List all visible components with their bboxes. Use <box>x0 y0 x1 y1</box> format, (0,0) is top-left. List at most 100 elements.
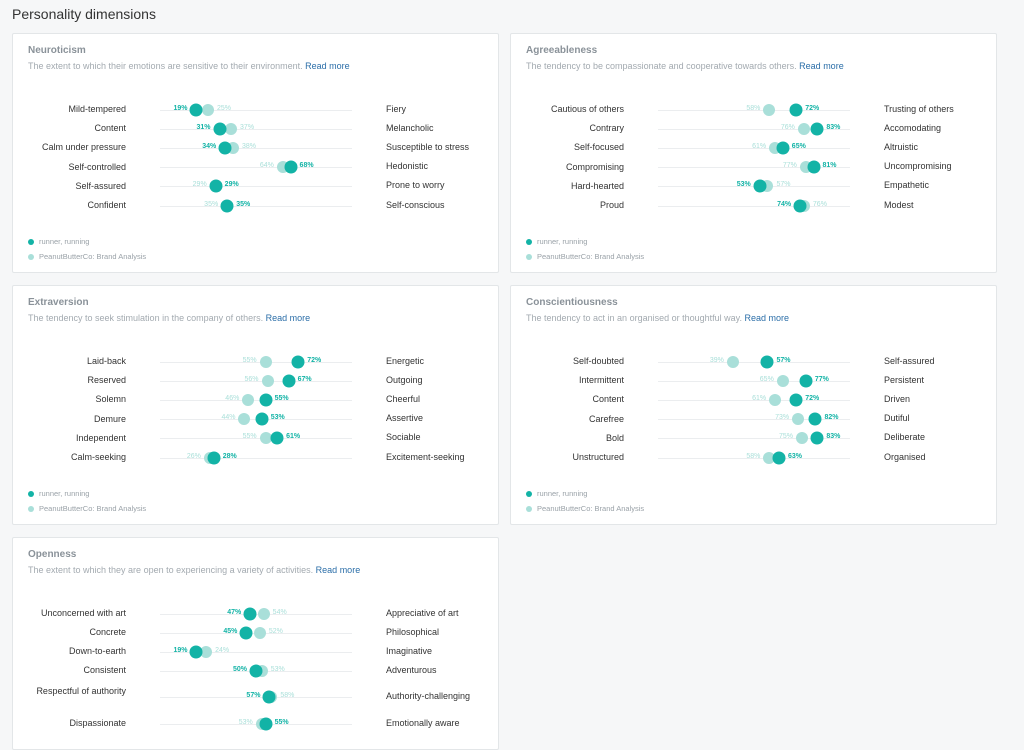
description-text: The tendency to seek stimulation in the … <box>28 313 266 323</box>
trait-left-label: Down-to-earth <box>68 646 126 656</box>
legend-secondary-swatch <box>28 254 34 261</box>
secondary-value: 64% <box>259 162 274 170</box>
legend-secondary-label: PeanutButterCo: Brand Analysis <box>537 504 645 513</box>
secondary-value: 26% <box>186 452 201 460</box>
trait-row: Cautious of others Trusting of others 72% 5… <box>511 100 996 119</box>
card-openness: Openness The extent to which they are ope… <box>12 537 499 750</box>
trait-left-label: Mild-tempered <box>68 104 126 115</box>
trait-track <box>658 399 850 401</box>
read-more-link[interactable]: Read more <box>305 61 350 71</box>
primary-marker <box>772 451 786 465</box>
secondary-marker <box>242 393 255 406</box>
read-more-link[interactable]: Read more <box>799 61 844 71</box>
trait-track <box>160 380 352 382</box>
secondary-marker <box>763 103 776 116</box>
primary-marker <box>789 393 803 407</box>
trait-left-label: Contrary <box>589 123 624 134</box>
primary-value: 19% <box>173 646 188 654</box>
trait-right-label: Deliberate <box>884 432 926 443</box>
trait-track <box>658 361 850 363</box>
trait-right-label: Appreciative of art <box>386 607 459 618</box>
trait-right-label: Trusting of others <box>884 103 954 114</box>
primary-marker <box>793 199 807 213</box>
trait-track <box>160 697 352 698</box>
trait-row: Independent Sociable 61% 55% <box>13 429 498 448</box>
primary-marker <box>207 451 221 465</box>
trait-row: Respectful of authority Authority-challen… <box>13 680 498 714</box>
primary-marker <box>753 179 767 193</box>
card-title: Openness <box>28 549 77 560</box>
trait-left-label: Unstructured <box>572 452 624 463</box>
primary-marker <box>259 393 273 407</box>
secondary-marker <box>796 432 808 445</box>
secondary-marker <box>238 413 251 426</box>
secondary-value: 61% <box>752 142 767 150</box>
trait-left-label: Reserved <box>87 375 126 386</box>
secondary-value: 35% <box>204 200 219 208</box>
trait-row: Laid-back Energetic 72% 55% <box>13 352 498 371</box>
trait-left-label: Demure <box>93 413 126 424</box>
trait-track <box>160 167 352 169</box>
secondary-marker <box>202 103 214 116</box>
description-text: The tendency to be compassionate and coo… <box>526 61 800 71</box>
secondary-value: 39% <box>709 356 724 364</box>
primary-value: 19% <box>173 104 188 112</box>
primary-value: 47% <box>227 608 242 616</box>
primary-marker <box>810 431 824 445</box>
trait-right-label: Emotionally aware <box>386 717 460 728</box>
secondary-value: 55% <box>242 356 257 364</box>
secondary-value: 54% <box>272 608 287 616</box>
description-text: The tendency to act in an organised or t… <box>526 313 745 323</box>
page-title: Personality dimensions <box>12 6 156 22</box>
primary-value: 31% <box>196 123 211 131</box>
legend-secondary-label: PeanutButterCo: Brand Analysis <box>537 252 645 261</box>
primary-value: 82% <box>824 414 839 422</box>
read-more-link[interactable]: Read more <box>265 313 311 323</box>
legend-secondary-label: PeanutButterCo: Brand Analysis <box>39 504 147 513</box>
primary-marker <box>270 431 284 445</box>
secondary-value: 76% <box>812 200 827 208</box>
secondary-marker <box>763 451 776 464</box>
primary-value: 61% <box>286 433 301 441</box>
secondary-value: 77% <box>782 162 797 170</box>
primary-marker <box>243 607 257 620</box>
primary-value: 63% <box>787 452 802 460</box>
trait-left-label: Respectful of authority <box>36 686 126 696</box>
trait-track <box>658 128 850 130</box>
read-more-link[interactable]: Read more <box>315 565 361 575</box>
card-title: Extraversion <box>28 297 89 308</box>
legend-primary: runner, running <box>526 237 587 246</box>
primary-marker <box>776 141 790 155</box>
trait-track <box>160 457 352 459</box>
primary-value: 77% <box>814 375 829 383</box>
read-more-link[interactable]: Read more <box>744 313 790 323</box>
primary-value: 29% <box>224 181 239 189</box>
trait-right-label: Philosophical <box>386 626 440 637</box>
primary-value: 34% <box>202 142 217 150</box>
primary-value: 81% <box>822 162 837 170</box>
secondary-value: 55% <box>242 433 257 441</box>
primary-value: 83% <box>826 433 841 441</box>
trait-left-label: Compromising <box>565 161 624 172</box>
trait-right-label: Hedonistic <box>386 161 429 172</box>
trait-track <box>658 380 850 382</box>
secondary-value: 76% <box>780 123 795 131</box>
secondary-marker <box>261 374 274 387</box>
trait-left-label: Self-controlled <box>68 161 126 172</box>
primary-value: 68% <box>299 162 314 170</box>
trait-left-label: Content <box>592 394 624 405</box>
legend-secondary-label: PeanutButterCo: Brand Analysis <box>39 252 147 261</box>
primary-value: 65% <box>791 142 806 150</box>
primary-marker <box>189 103 203 117</box>
trait-track <box>658 438 850 440</box>
secondary-value: 24% <box>215 646 230 654</box>
primary-value: 28% <box>222 452 237 460</box>
trait-left-label: Solemn <box>95 394 126 405</box>
trait-row: Reserved Outgoing 67% 56% <box>13 371 498 390</box>
secondary-value: 58% <box>280 692 295 699</box>
primary-marker <box>189 645 203 658</box>
trait-row: Calm under pressure Susceptible to stress… <box>13 138 498 157</box>
primary-marker <box>218 141 232 155</box>
secondary-value: 53% <box>238 718 253 726</box>
trait-row: Compromising Uncompromising 81% 77% <box>511 158 996 177</box>
